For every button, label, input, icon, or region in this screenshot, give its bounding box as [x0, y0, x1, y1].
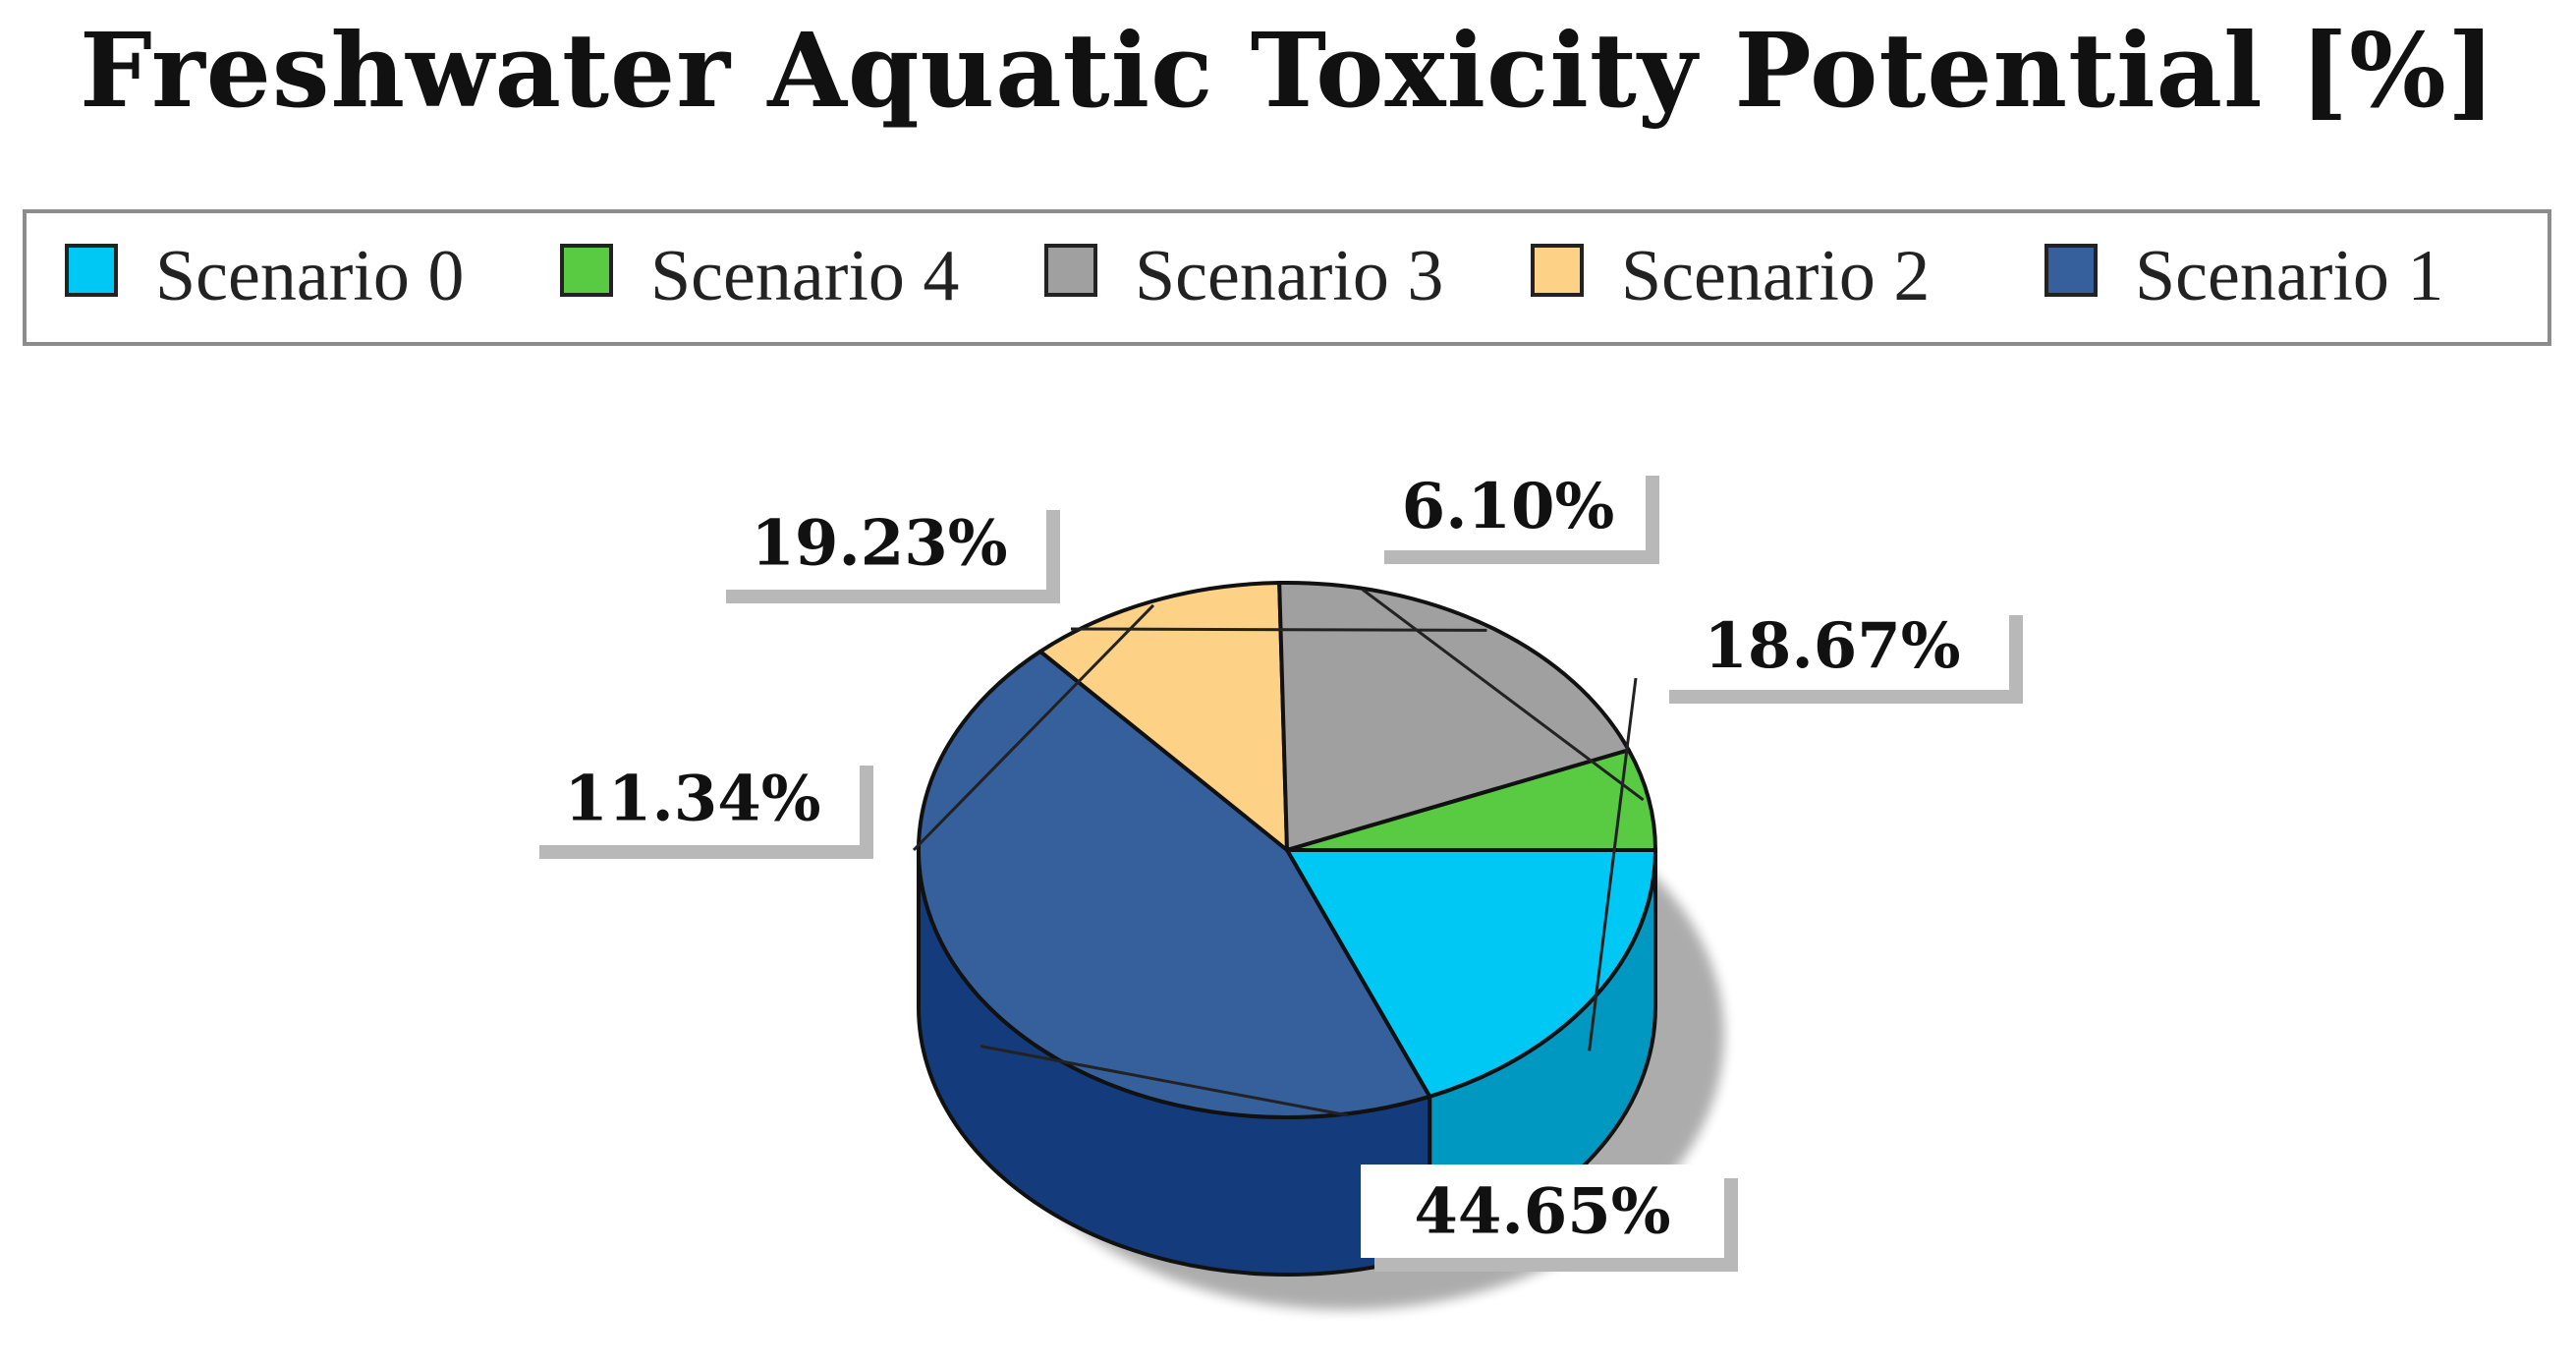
legend: Scenario 0 Scenario 4 Scenario 3 Scenario 2… [65, 236, 2443, 316]
pie-slice-scenario-0 [1285, 848, 1657, 1099]
chart-title: Freshwater Aquatic Toxicity Potential [%… [79, 10, 2497, 131]
data-label-scenario-3: 19.23% [751, 507, 1007, 581]
legend-label-scenario-4: Scenario 4 [650, 236, 959, 316]
legend-swatch-scenario-2 [1531, 244, 1584, 297]
data-label-box-scenario-0 [1655, 601, 2009, 690]
legend-label-scenario-1: Scenario 1 [2135, 236, 2443, 316]
pie-top-slices [917, 581, 1657, 1119]
data-label-scenario-0: 18.67% [1704, 609, 1960, 683]
leader-line-scenario-0 [1588, 677, 1638, 1051]
legend-swatch-scenario-1 [2044, 244, 2098, 297]
data-label-scenario-4: 6.10% [1402, 470, 1615, 543]
legend-box [23, 209, 2551, 346]
leader-line-scenario-3 [1070, 627, 1487, 632]
legend-swatch-scenario-4 [560, 244, 613, 297]
data-label-box-scenario-3 [712, 496, 1046, 590]
legend-label-scenario-2: Scenario 2 [1621, 236, 1930, 316]
pie-slice-scenario-4 [1285, 748, 1657, 852]
pie-slice-scenario-3 [1277, 581, 1631, 852]
leader-lines [912, 588, 1645, 1117]
data-label-box-scenario-1 [1361, 1165, 1724, 1258]
legend-label-scenario-3: Scenario 3 [1135, 236, 1443, 316]
leader-line-scenario-1 [980, 1045, 1349, 1117]
data-labels: 18.67% 44.65% 11.34% 19.23% 6.10% [526, 462, 2023, 1272]
leader-line-scenario-2 [912, 603, 1155, 852]
pie-slice-scenario-1 [917, 649, 1432, 1119]
leader-line-scenario-4 [1362, 588, 1645, 802]
data-label-scenario-1: 44.65% [1414, 1175, 1670, 1249]
legend-label-scenario-0: Scenario 0 [155, 236, 464, 316]
data-label-box-scenario-4 [1371, 462, 1646, 550]
pie-slice-scenario-2 [1037, 581, 1289, 852]
legend-swatch-scenario-0 [65, 244, 118, 297]
legend-swatch-scenario-3 [1044, 244, 1097, 297]
data-label-box-scenario-2 [526, 752, 860, 845]
data-label-scenario-2: 11.34% [564, 763, 820, 836]
